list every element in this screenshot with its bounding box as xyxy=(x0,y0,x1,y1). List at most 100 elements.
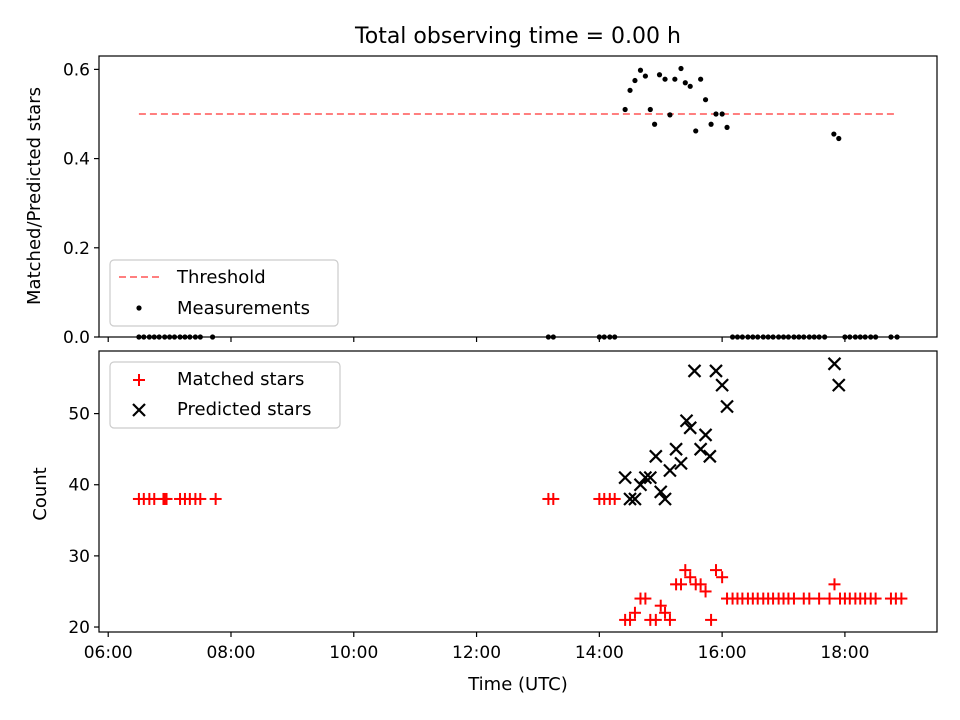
predicted-star-point xyxy=(679,413,694,428)
measurement-point xyxy=(622,106,628,113)
predicted-star-point xyxy=(643,470,658,485)
legend-predicted-marker-b xyxy=(132,403,146,417)
bottom-y-tick-label: 30 xyxy=(68,547,90,567)
measurement-point xyxy=(678,65,684,72)
matched-star-point xyxy=(209,492,222,505)
x-tick-label: 18:00 xyxy=(820,643,869,663)
predicted-star-point xyxy=(831,378,846,392)
top-axes-frame xyxy=(98,55,938,338)
measurement-point xyxy=(672,76,678,82)
predicted-star-point-b xyxy=(679,413,694,428)
matched-star-point xyxy=(895,592,908,605)
bottom-panel: 06:00 08:00 10:00 12:00 14:00 16:00 18:00 20 30… xyxy=(30,350,938,695)
predicted-star-point-b xyxy=(698,428,713,442)
matched-star-point xyxy=(624,613,637,626)
matched-star-point xyxy=(716,571,729,584)
x-axis-label: Time (UTC) xyxy=(467,674,568,695)
bottom-y-tick-label: 20 xyxy=(68,618,90,638)
predicted-star-point-b xyxy=(827,357,842,371)
predicted-star-point-b xyxy=(687,364,702,378)
predicted-star-point xyxy=(715,378,729,392)
measurement-point xyxy=(647,106,653,113)
top-panel: 0.0 0.2 0.4 0.6 Matched/Predicted stars Thr… xyxy=(24,55,938,348)
predicted-star-point-b xyxy=(628,492,642,506)
matched-star-point xyxy=(674,578,687,591)
matched-star-point xyxy=(828,578,841,591)
predicted-star-point xyxy=(649,449,663,464)
predicted-star-point xyxy=(827,357,842,371)
x-tick-label: 16:00 xyxy=(698,643,747,663)
predicted-star-point xyxy=(687,364,702,378)
measurements-layer xyxy=(136,65,900,340)
matched-star-point xyxy=(649,613,662,626)
matched-star-point xyxy=(679,564,692,577)
matched-star-point xyxy=(684,571,697,584)
predicted-star-point xyxy=(683,421,697,435)
matched-star-point xyxy=(608,492,621,505)
x-tick-label: 06:00 xyxy=(84,643,133,663)
predicted-star-point-b xyxy=(658,492,672,506)
bottom-legend-box xyxy=(109,361,341,429)
predicted-star-point xyxy=(638,470,653,485)
matched-star-point xyxy=(709,564,722,577)
predicted-star-point xyxy=(674,456,688,471)
matched-star-point xyxy=(659,606,672,619)
predicted-star-point-b xyxy=(638,470,653,485)
measurement-point xyxy=(651,121,658,127)
matched-star-point xyxy=(823,592,836,605)
measurement-point xyxy=(687,83,693,89)
measurement-point xyxy=(632,77,638,84)
predicted-star-point-b xyxy=(674,456,688,471)
measurement-point xyxy=(682,80,688,86)
matched-star-point xyxy=(160,492,173,505)
x-tick-label: 10:00 xyxy=(329,643,378,663)
measurement-point xyxy=(724,124,730,130)
predicted-star-point-b xyxy=(618,470,632,485)
measurement-point xyxy=(667,112,673,118)
x-tick-label: 14:00 xyxy=(575,643,624,663)
predicted-star-point xyxy=(633,477,648,492)
predicted-star-point xyxy=(703,449,717,464)
measurement-point xyxy=(698,76,704,82)
predicted-star-point-b xyxy=(720,399,734,414)
bottom-y-ticks: 20 30 40 50 xyxy=(68,405,99,638)
predicted-star-point xyxy=(693,442,708,456)
legend-predicted-label: Predicted stars xyxy=(177,399,311,420)
legend-predicted-marker xyxy=(132,403,146,417)
measurement-point xyxy=(642,73,648,79)
predicted-star-point-b xyxy=(693,442,708,456)
predicted-star-point xyxy=(653,485,668,499)
predicted-star-point-b xyxy=(703,449,717,464)
top-y-tick-label: 0.0 xyxy=(63,328,90,348)
measurement-point xyxy=(627,87,633,93)
bottom-y-axis-label: Count xyxy=(30,467,51,520)
predicted-star-point-b xyxy=(663,463,677,478)
predicted-star-point-b xyxy=(633,477,648,492)
legend-predicted-swatch xyxy=(132,403,146,417)
legend-matched-swatch xyxy=(133,374,145,386)
top-y-tick-label: 0.4 xyxy=(63,150,90,170)
matched-star-point xyxy=(663,613,676,626)
measurement-point xyxy=(702,97,709,103)
predicted-star-point-b xyxy=(669,442,683,456)
legend-threshold-label: Threshold xyxy=(176,267,266,288)
top-y-ticks: 0.0 0.2 0.4 0.6 xyxy=(63,60,99,348)
measurement-point xyxy=(637,67,644,73)
top-y-tick-label: 0.2 xyxy=(63,239,90,259)
top-y-axis-label: Matched/Predicted stars xyxy=(24,87,45,305)
measurement-point xyxy=(693,128,699,134)
predicted-star-point xyxy=(663,463,677,478)
predicted-star-point xyxy=(628,492,642,506)
x-tick-label: 08:00 xyxy=(206,643,255,663)
legend-measurements-swatch xyxy=(136,305,142,311)
matched-star-point xyxy=(654,599,667,612)
bottom-axes-frame xyxy=(98,350,938,633)
matched-star-point xyxy=(699,585,712,598)
measurement-point xyxy=(713,111,719,117)
predicted-star-point xyxy=(623,492,637,506)
matched-star-point xyxy=(194,492,207,505)
predicted-star-point xyxy=(720,399,734,414)
top-legend-box xyxy=(109,259,339,327)
chart-title: Total observing time = 0.00 h xyxy=(354,24,681,49)
